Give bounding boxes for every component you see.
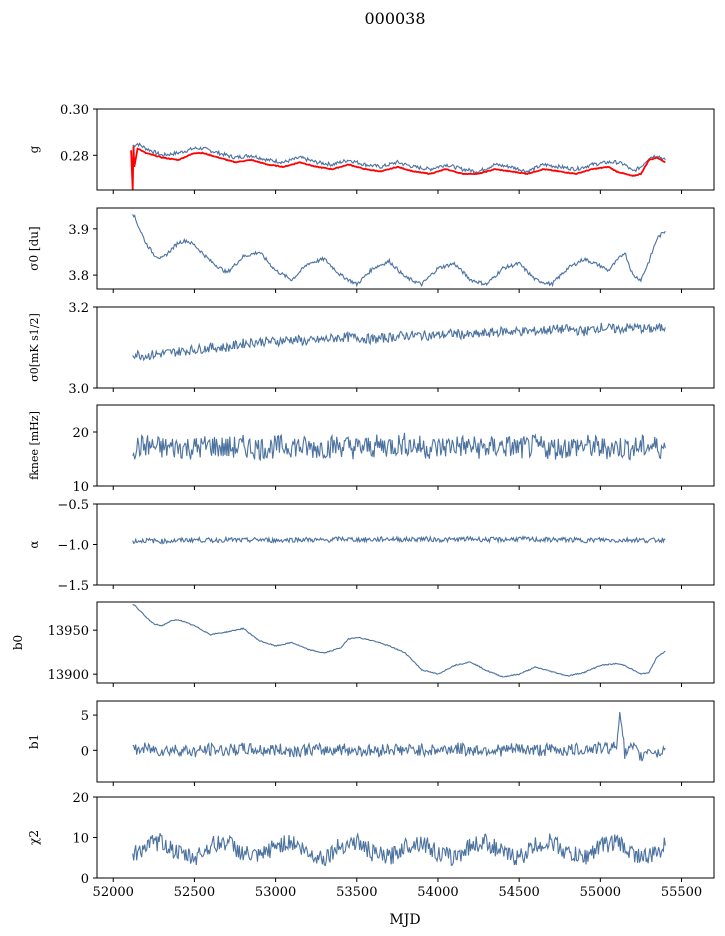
series-line-7-0: [132, 832, 666, 867]
series-line-0-1: [130, 146, 666, 190]
y-tick-label-7-1: 10: [72, 832, 89, 847]
panel-4: −1.5 −1.0 −0.5 α: [27, 498, 715, 594]
y-axis-label-5: b0: [11, 635, 25, 650]
y-axis-label-6: b1: [27, 734, 41, 749]
y-tick-label-1-0: 3.8: [68, 269, 89, 284]
y-tick-label-7-2: 20: [72, 791, 89, 806]
panel-2: 3.0 3.2 σ0[mK s1/2]: [28, 301, 715, 397]
y-tick-label-0-0: 0.28: [60, 149, 89, 164]
panel-0: 0.28 0.30 g: [27, 103, 715, 194]
series-line-3-0: [132, 432, 666, 462]
y-axis-label-3: fknee [mHz]: [28, 411, 41, 480]
y-tick-label-3-0: 10: [72, 480, 89, 495]
y-tick-label-4-2: −0.5: [57, 498, 89, 513]
series-line-2-0: [132, 322, 666, 362]
y-tick-label-3-1: 20: [72, 426, 89, 441]
panel-7: 0 10 20 52000 52500 53000 53500 54000 54500 55000…: [27, 791, 715, 900]
x-tick-label-5: 54500: [498, 885, 539, 900]
plot-frame-1: [96, 207, 715, 290]
x-tick-label-7: 55500: [661, 885, 702, 900]
plot-frame-6: [96, 700, 715, 783]
y-tick-label-5-0: 13900: [48, 668, 89, 683]
y-tick-label-0-1: 0.30: [60, 103, 89, 118]
y-axis-label-2: σ0[mK s1/2]: [28, 313, 41, 382]
y-tick-label-6-0: 0: [81, 744, 89, 759]
x-tick-label-0: 52000: [93, 885, 134, 900]
plot-frame-2: [96, 306, 715, 389]
panel-6: 0 5 b1: [27, 700, 715, 786]
plot-frame-5: [96, 601, 715, 684]
series-line-4-0: [132, 534, 666, 545]
x-axis-label: MJD: [389, 912, 420, 928]
y-tick-label-4-0: −1.5: [57, 579, 89, 594]
y-tick-label-4-1: −1.0: [57, 539, 89, 554]
series-line-5-0: [132, 603, 666, 678]
panel-5: 13900 13950 b0: [11, 601, 715, 687]
y-tick-label-7-0: 0: [81, 872, 89, 887]
series-line-0-0: [132, 142, 666, 174]
y-tick-label-5-1: 13950: [48, 624, 89, 639]
y-tick-label-1-1: 3.9: [68, 223, 89, 238]
panels: 0.28 0.30 g 3.8 3.9 σ0 [du] 3.0 3.2 σ0[mK s1/2] 1…: [11, 103, 715, 900]
y-axis-label-4: α: [27, 540, 41, 548]
x-tick-label-1: 52500: [174, 885, 215, 900]
plot-frame-4: [96, 503, 715, 586]
plot-frame-3: [96, 404, 715, 487]
y-tick-label-6-1: 5: [81, 709, 89, 724]
y-axis-label-7: χ2: [27, 830, 41, 845]
series-line-6-0: [132, 712, 666, 762]
x-tick-label-3: 53500: [336, 885, 377, 900]
plot-frame-0: [96, 108, 715, 191]
x-tick-label-4: 54000: [417, 885, 458, 900]
panel-3: 10 20 fknee [mHz]: [28, 404, 715, 495]
panel-1: 3.8 3.9 σ0 [du]: [27, 207, 715, 293]
series-line-1-0: [132, 214, 666, 288]
figure-title: 000038: [364, 9, 425, 28]
y-tick-label-2-0: 3.0: [68, 382, 89, 397]
y-axis-label-1: σ0 [du]: [27, 226, 41, 270]
x-tick-label-6: 55000: [580, 885, 621, 900]
y-axis-label-0: g: [27, 145, 41, 153]
x-tick-label-2: 53000: [255, 885, 296, 900]
y-tick-label-2-1: 3.2: [68, 301, 89, 316]
